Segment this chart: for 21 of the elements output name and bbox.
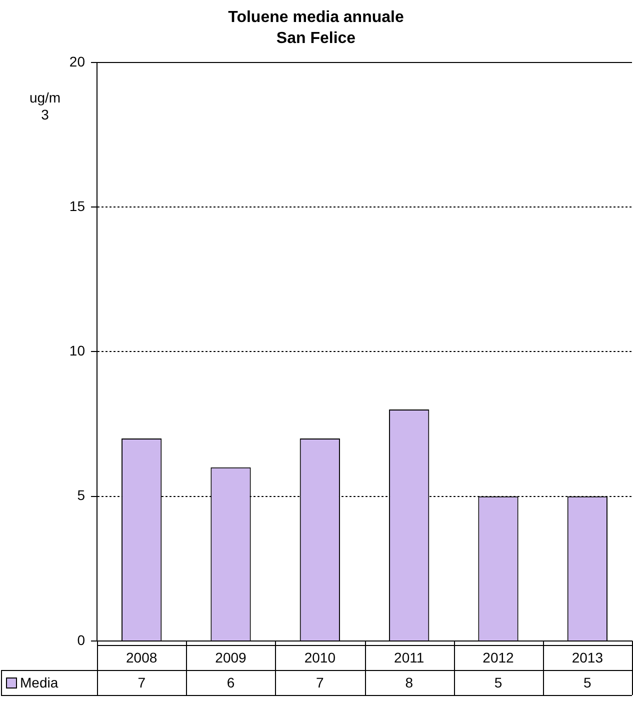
y-tick-label: 15 (69, 198, 86, 214)
chart-subtitle: San Felice (276, 30, 356, 48)
data-label: 7 (316, 674, 324, 690)
data-label: 8 (405, 674, 414, 690)
x-tick-label: 2012 (482, 649, 514, 666)
x-tick-label: 2009 (215, 649, 247, 666)
data-label: 7 (138, 674, 146, 690)
legend-label: Media (20, 674, 58, 690)
y-tick-label: 0 (77, 632, 86, 648)
y-tick-label: 5 (77, 487, 86, 504)
y-tick-label: 20 (69, 53, 86, 70)
y-tick-label: 10 (69, 342, 86, 359)
chart-title: Toluene media annuale (228, 9, 404, 26)
data-label: 5 (584, 674, 592, 690)
y-axis-title: ug/m3 (29, 89, 61, 122)
x-tick-label: 2010 (304, 649, 336, 666)
x-tick-label: 2013 (572, 649, 604, 666)
x-tick-label: 2011 (394, 649, 424, 666)
data-label: 6 (226, 674, 235, 690)
data-label: 5 (494, 674, 502, 690)
x-tick-label: 2008 (126, 649, 158, 666)
